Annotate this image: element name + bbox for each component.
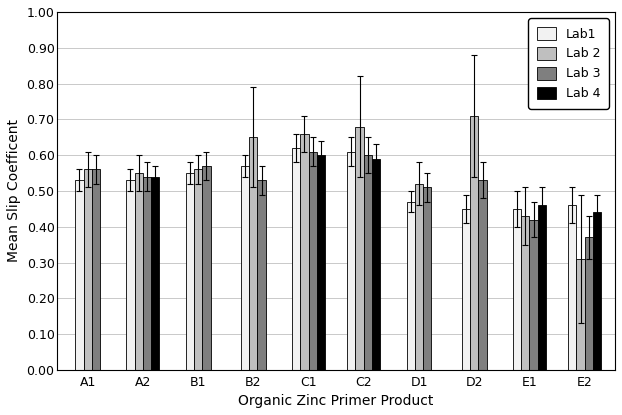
Legend: Lab1, Lab 2, Lab 3, Lab 4: Lab1, Lab 2, Lab 3, Lab 4	[528, 18, 609, 109]
Bar	[568, 205, 577, 370]
Bar	[364, 155, 372, 370]
Bar	[585, 237, 593, 370]
Bar	[83, 169, 92, 370]
Bar	[151, 177, 159, 370]
Bar	[186, 173, 194, 370]
Bar	[593, 212, 601, 370]
Bar	[202, 166, 210, 370]
Bar	[538, 205, 546, 370]
Bar	[462, 209, 470, 370]
Bar	[513, 209, 521, 370]
Bar	[194, 169, 202, 370]
Bar	[134, 173, 143, 370]
Bar	[521, 216, 529, 370]
Bar	[309, 151, 317, 370]
Bar	[300, 134, 309, 370]
Bar	[577, 259, 585, 370]
Bar	[143, 177, 151, 370]
Bar	[407, 202, 415, 370]
Bar	[292, 148, 300, 370]
X-axis label: Organic Zinc Primer Product: Organic Zinc Primer Product	[238, 394, 434, 408]
Bar	[478, 180, 486, 370]
Bar	[470, 116, 478, 370]
Y-axis label: Mean Slip Coefficent: Mean Slip Coefficent	[7, 120, 21, 262]
Bar	[249, 137, 258, 370]
Bar	[423, 187, 432, 370]
Bar	[347, 151, 356, 370]
Bar	[258, 180, 266, 370]
Bar	[372, 159, 380, 370]
Bar	[92, 169, 100, 370]
Bar	[241, 166, 249, 370]
Bar	[75, 180, 83, 370]
Bar	[356, 127, 364, 370]
Bar	[415, 184, 423, 370]
Bar	[126, 180, 134, 370]
Bar	[529, 220, 538, 370]
Bar	[317, 155, 325, 370]
